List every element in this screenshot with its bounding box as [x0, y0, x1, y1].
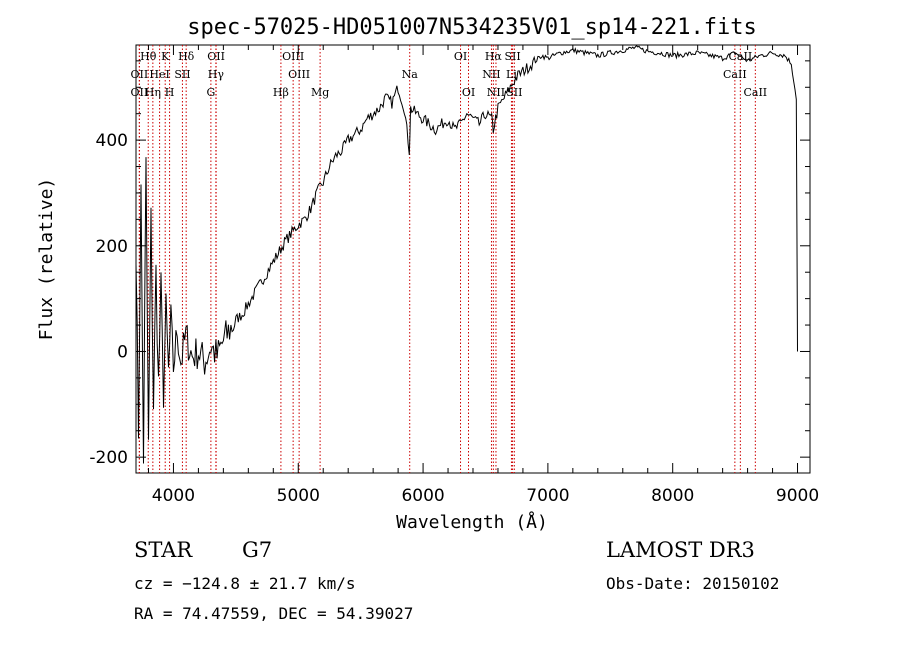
chart-title: spec-57025-HD051007N534235V01_sp14-221.f… [187, 15, 757, 40]
axis-ticks: 4000 5000 6000 7000 8000 9000 -200 0 200 400 [89, 45, 819, 506]
line-label: CaII [723, 68, 747, 81]
line-label: K [161, 50, 170, 63]
line-label: NII [487, 86, 505, 99]
line-label: Hα [485, 50, 503, 63]
line-label: Hθ [140, 50, 157, 63]
object-subclass: G7 [242, 538, 273, 562]
line-label: Mg [311, 86, 329, 99]
redshift-cz: cz = −124.8 ± 21.7 km/s [134, 574, 356, 593]
line-label: CaII [743, 86, 767, 99]
x-tick-label: 6000 [401, 486, 444, 506]
x-tick-label: 8000 [651, 486, 694, 506]
line-label: OIII [288, 68, 310, 81]
y-tick-label: 0 [117, 342, 128, 362]
line-label: NII [482, 68, 500, 81]
y-tick-label: 200 [96, 237, 128, 257]
line-label: Na [402, 68, 419, 81]
line-label: Hδ [178, 50, 195, 63]
line-label: Hγ [208, 68, 225, 81]
spectrum-line [135, 44, 798, 464]
line-label: SII [504, 50, 520, 63]
x-tick-label: 5000 [277, 486, 320, 506]
x-tick-label: 9000 [776, 486, 819, 506]
line-label: Hη [145, 86, 161, 99]
line-label: CaII [729, 50, 753, 63]
line-label: SII [506, 86, 522, 99]
line-label: SII [174, 68, 190, 81]
survey-name: LAMOST DR3 [606, 538, 755, 562]
emission-line-markers [138, 45, 756, 473]
line-label: OII [131, 68, 149, 81]
line-label: HeI [149, 68, 169, 81]
plot-frame [135, 44, 811, 474]
y-tick-label: 400 [96, 131, 128, 151]
line-label: Li [506, 68, 517, 81]
ra-dec-coordinates: RA = 74.47559, DEC = 54.39027 [134, 604, 414, 623]
object-type: STAR [134, 538, 193, 562]
y-axis-label: Flux (relative) [36, 178, 57, 341]
line-label: OI [454, 50, 467, 63]
spectrum-series [135, 44, 798, 464]
line-label: Hβ [273, 86, 289, 99]
x-tick-label: 7000 [526, 486, 569, 506]
line-label: H [165, 86, 175, 99]
y-tick-label: -200 [89, 448, 128, 468]
line-label: OII [131, 86, 149, 99]
line-label: OII [207, 50, 225, 63]
line-label: OI [462, 86, 475, 99]
line-label: OIII [282, 50, 304, 63]
line-label: G [206, 86, 215, 99]
x-axis-label: Wavelength (Å) [396, 511, 548, 533]
observation-date: Obs-Date: 20150102 [606, 574, 780, 593]
x-tick-label: 4000 [152, 486, 195, 506]
